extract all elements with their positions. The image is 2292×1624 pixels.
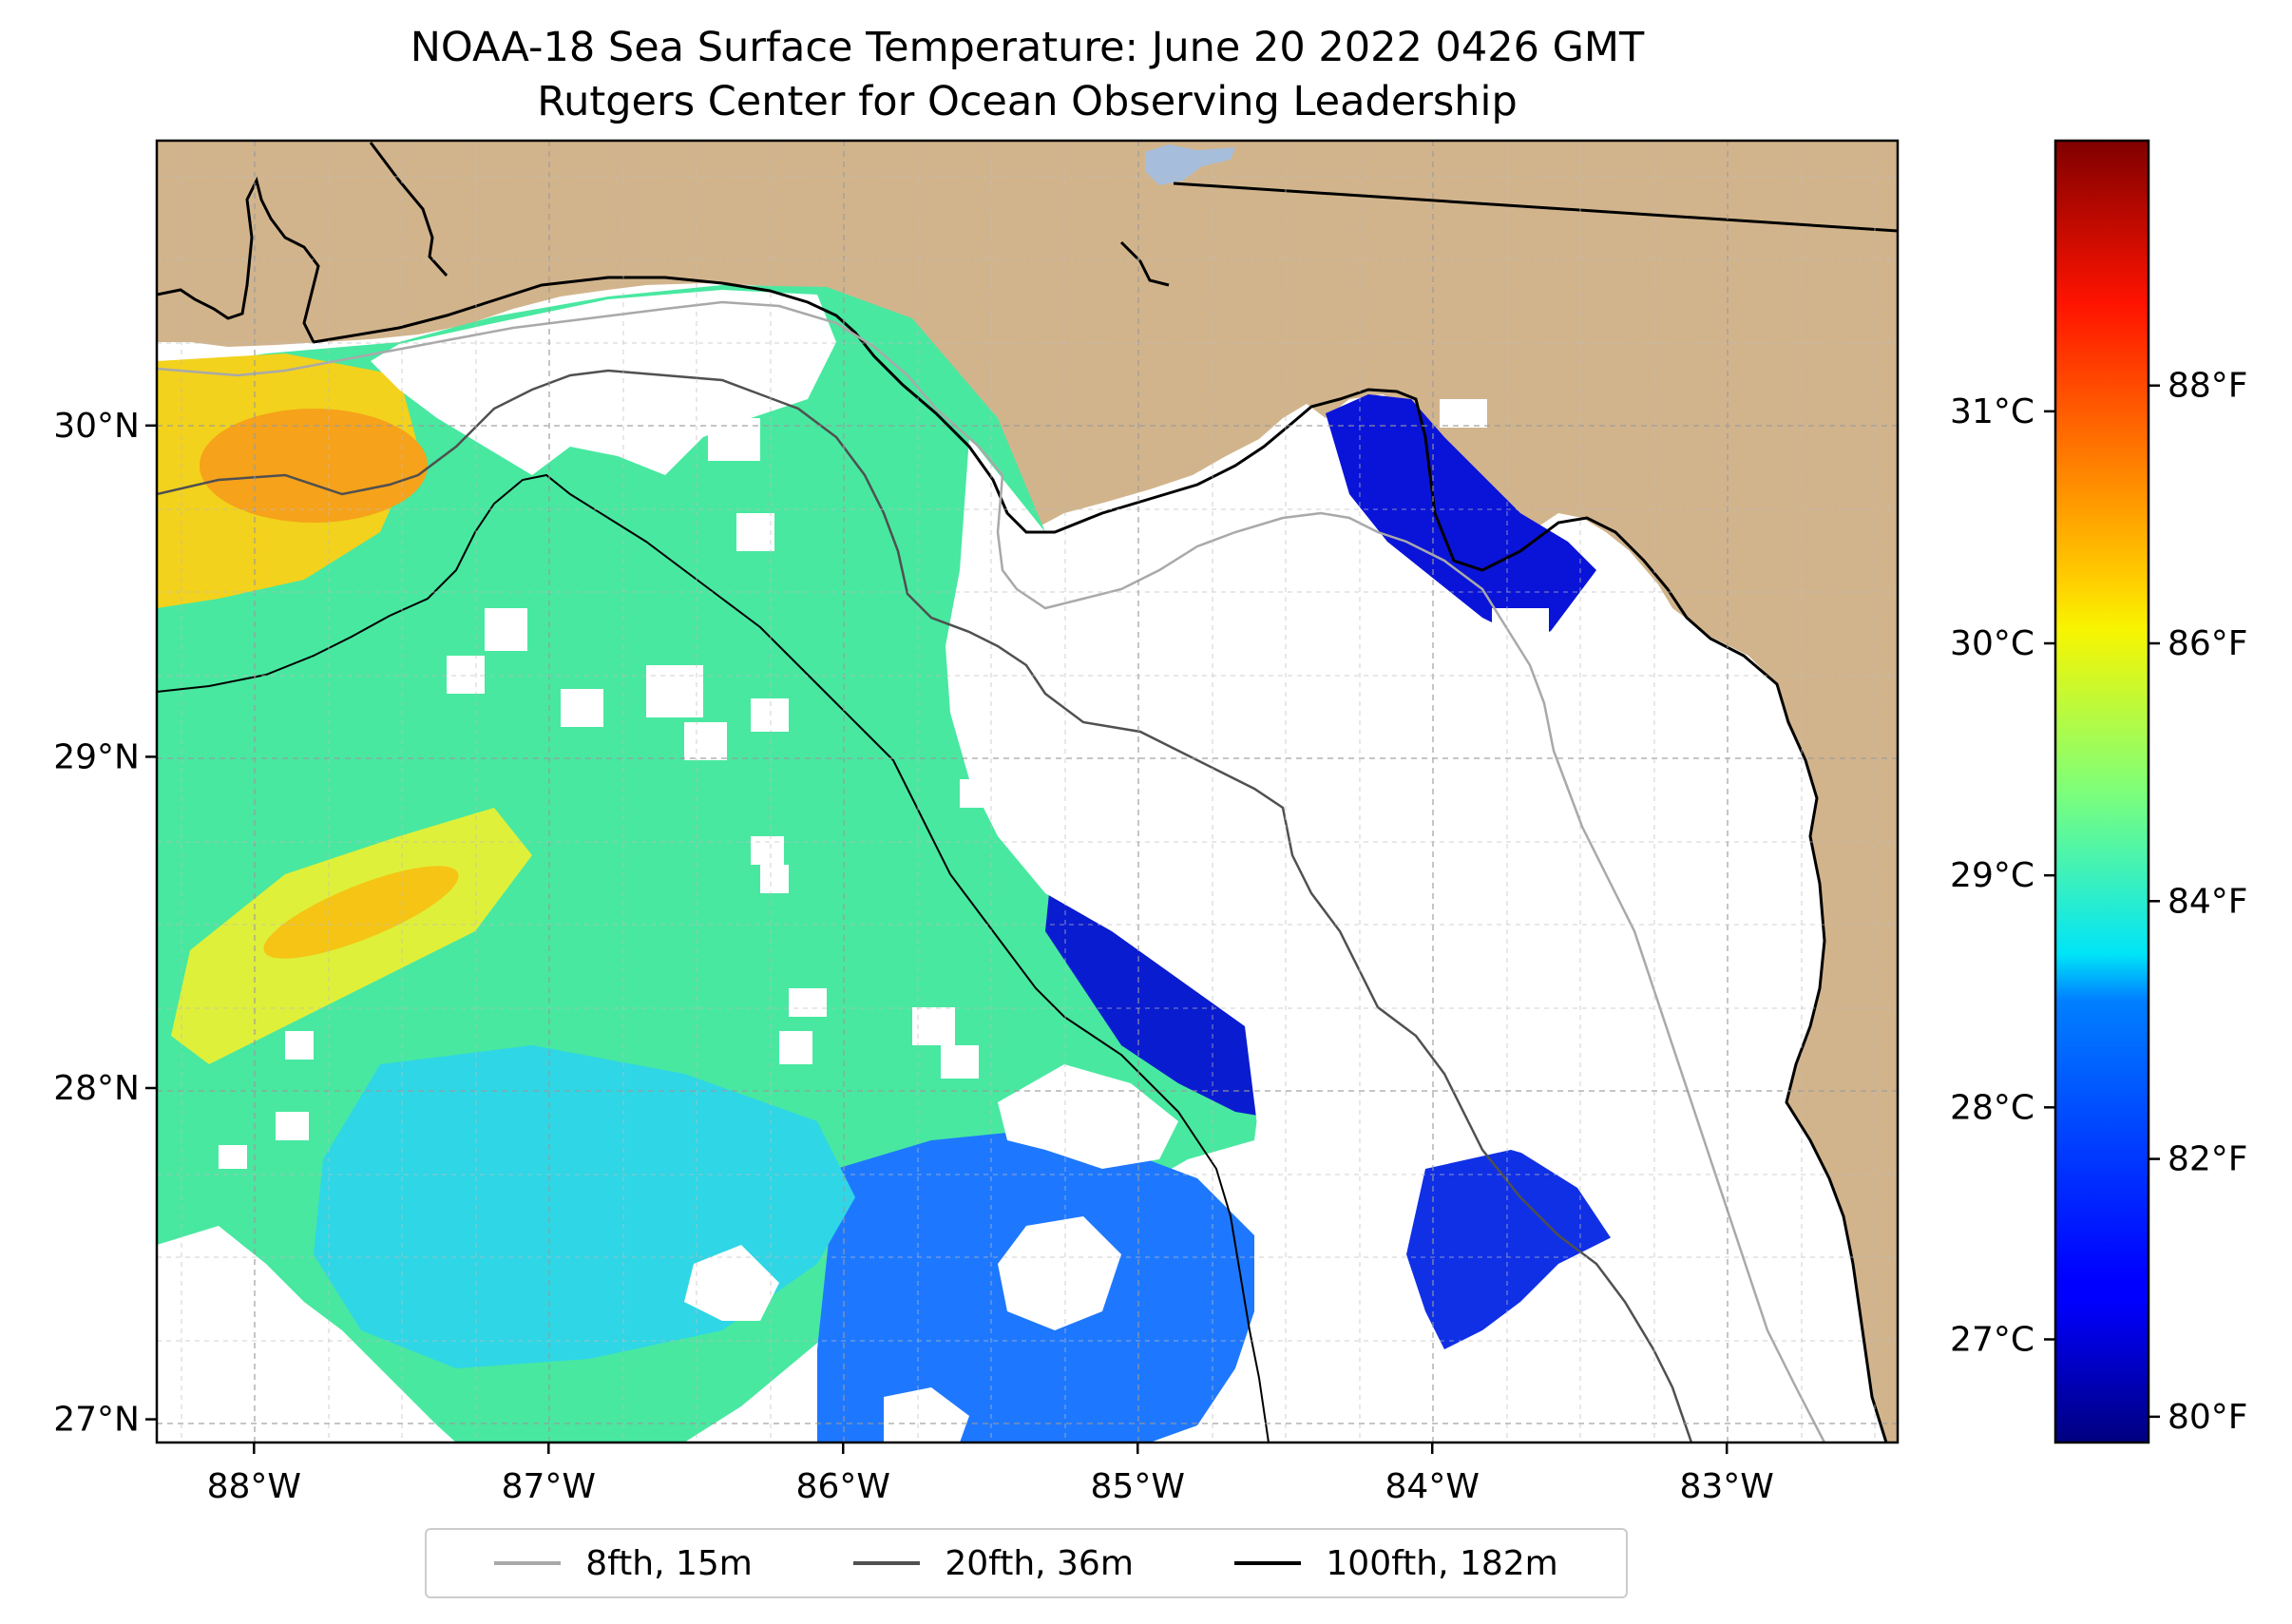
lon-tick-label: 85°W <box>1091 1467 1185 1506</box>
lon-tick-label: 87°W <box>502 1467 596 1506</box>
map-panel <box>157 141 1898 1442</box>
lon-tick-label: 86°W <box>796 1467 890 1506</box>
latitude-axis: 27°N 28°N 29°N 30°N <box>53 407 157 1440</box>
gridlines <box>157 141 1898 1442</box>
isobath-legend: 8fth, 15m 20fth, 36m 100fth, 182m <box>425 1528 1628 1598</box>
cloud-masks <box>157 290 1881 1442</box>
state-boundary <box>1173 182 1898 233</box>
c-tick-label: 31°C <box>1950 392 2034 431</box>
sst-cool-apalachee <box>1326 394 1596 646</box>
c-tick-label: 28°C <box>1950 1088 2034 1127</box>
f-tick-label: 88°F <box>2168 367 2248 406</box>
lon-tick-label: 84°W <box>1385 1467 1480 1506</box>
chart-title: NOAA-18 Sea Surface Temperature: June 20… <box>410 24 1645 71</box>
legend-label-15m: 8fth, 15m <box>585 1543 753 1583</box>
lon-tick-label: 88°W <box>207 1467 301 1506</box>
isobath-36m <box>157 369 1693 1442</box>
coast-rivers-2 <box>1119 240 1170 287</box>
lat-tick-label: 28°N <box>53 1069 140 1108</box>
legend-label-36m: 20fth, 36m <box>945 1543 1134 1583</box>
legend-item-15m: 8fth, 15m <box>494 1544 753 1583</box>
f-tick-label: 80°F <box>2168 1398 2248 1437</box>
lat-tick-label: 27°N <box>53 1401 140 1440</box>
c-tick-label: 27°C <box>1950 1320 2034 1359</box>
lat-tick-label: 29°N <box>53 737 140 776</box>
isobath-182m <box>157 473 1270 1442</box>
colorbar-axis: 80°F 82°F 84°F 86°F 88°F 27°C 28°C 29°C 30°C 31°C <box>1950 367 2247 1437</box>
legend-item-182m: 100fth, 182m <box>1234 1543 1558 1583</box>
chart-subtitle: Rutgers Center for Ocean Observing Leade… <box>537 78 1518 125</box>
longitude-axis: 88°W 87°W 86°W 85°W 84°W 83°W <box>207 1442 1774 1506</box>
isobath-15m <box>157 300 1826 1442</box>
legend-label-182m: 100fth, 182m <box>1326 1543 1558 1583</box>
legend-line-36m <box>853 1561 921 1565</box>
legend-line-182m <box>1234 1561 1302 1565</box>
colorbar <box>2053 139 2150 1444</box>
f-tick-label: 84°F <box>2168 882 2248 921</box>
coastline <box>157 176 1888 1442</box>
f-tick-label: 82°F <box>2168 1140 2248 1179</box>
legend-item-36m: 20fth, 36m <box>853 1544 1134 1583</box>
lat-tick-label: 30°N <box>53 407 140 446</box>
sst-warm-core <box>200 409 428 523</box>
sst-warm-core-2 <box>263 866 459 959</box>
c-tick-label: 29°C <box>1950 856 2034 895</box>
lon-tick-label: 83°W <box>1680 1467 1774 1506</box>
minor-gridlines <box>157 141 1898 1442</box>
legend-line-15m <box>494 1561 562 1565</box>
f-tick-label: 86°F <box>2168 624 2248 663</box>
c-tick-label: 30°C <box>1950 624 2034 663</box>
map-frame <box>155 139 1900 1444</box>
